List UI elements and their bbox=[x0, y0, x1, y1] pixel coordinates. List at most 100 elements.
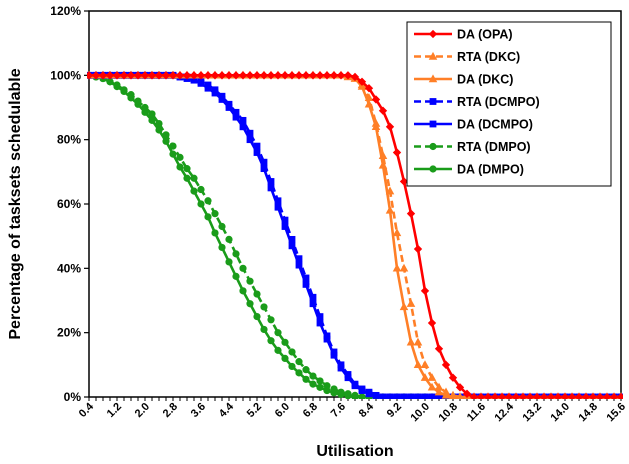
data-point bbox=[330, 385, 338, 393]
data-point bbox=[351, 380, 359, 388]
data-point bbox=[239, 264, 247, 272]
data-point bbox=[112, 71, 122, 80]
data-point bbox=[113, 81, 121, 89]
data-point bbox=[309, 372, 317, 380]
data-point bbox=[448, 390, 458, 399]
data-point bbox=[91, 71, 101, 80]
data-point bbox=[392, 263, 402, 272]
x-tick-label: 4.4 bbox=[217, 400, 237, 420]
data-point bbox=[357, 77, 367, 86]
data-point bbox=[448, 373, 458, 382]
data-point bbox=[518, 392, 528, 399]
legend-label: DA (DCMPO) bbox=[457, 118, 533, 132]
data-point bbox=[245, 71, 255, 80]
data-point bbox=[316, 377, 324, 385]
data-point bbox=[344, 390, 352, 398]
series-da-opa bbox=[87, 71, 623, 399]
data-point bbox=[567, 392, 577, 399]
legend-marker bbox=[429, 98, 437, 105]
data-point bbox=[595, 392, 605, 399]
legend-entry: RTA (DMPO) bbox=[414, 140, 531, 154]
data-point bbox=[323, 382, 331, 390]
data-point bbox=[399, 263, 409, 272]
data-point bbox=[155, 119, 163, 128]
data-point bbox=[246, 129, 254, 137]
data-point bbox=[218, 222, 226, 231]
data-point bbox=[525, 392, 535, 399]
data-point bbox=[421, 393, 429, 399]
data-point bbox=[210, 71, 220, 80]
data-point bbox=[406, 337, 416, 346]
x-tick-label: 10.8 bbox=[436, 401, 460, 425]
legend-marker bbox=[429, 142, 437, 151]
data-point bbox=[427, 382, 437, 391]
legend-label: RTA (DKC) bbox=[457, 50, 520, 64]
y-tick-label: 120% bbox=[50, 4, 81, 18]
data-point bbox=[302, 274, 310, 282]
x-axis-title: Utilisation bbox=[316, 443, 393, 460]
data-point bbox=[197, 200, 205, 208]
legend-marker bbox=[428, 51, 438, 60]
data-point bbox=[602, 392, 612, 399]
data-point bbox=[232, 108, 240, 116]
data-point bbox=[238, 71, 248, 80]
data-point bbox=[140, 71, 150, 80]
data-point bbox=[281, 338, 289, 346]
data-point bbox=[203, 71, 213, 80]
data-point bbox=[189, 71, 199, 80]
data-point bbox=[183, 174, 191, 182]
data-point bbox=[232, 250, 240, 258]
data-point bbox=[490, 392, 500, 399]
x-tick-label: 9.2 bbox=[385, 401, 404, 420]
data-point bbox=[407, 393, 415, 399]
y-tick-label: 80% bbox=[57, 133, 81, 147]
data-point bbox=[302, 366, 310, 374]
data-point bbox=[301, 71, 311, 80]
data-point bbox=[225, 235, 233, 243]
x-tick-label: 10.0 bbox=[408, 401, 432, 425]
data-point bbox=[322, 71, 332, 80]
data-point bbox=[309, 380, 317, 388]
data-point bbox=[204, 81, 212, 89]
data-point bbox=[351, 391, 359, 399]
legend-box bbox=[406, 21, 612, 187]
data-point bbox=[161, 71, 171, 80]
data-point bbox=[239, 287, 247, 295]
data-point bbox=[141, 103, 149, 112]
x-tick-label: 3.6 bbox=[189, 401, 208, 420]
data-point bbox=[378, 151, 388, 159]
data-point bbox=[287, 71, 297, 80]
data-point bbox=[225, 258, 233, 266]
legend-entry: DA (OPA) bbox=[414, 28, 513, 42]
y-tick-label: 40% bbox=[57, 261, 81, 275]
x-tick-label: 6.0 bbox=[273, 401, 292, 420]
data-point bbox=[406, 209, 416, 218]
data-point bbox=[175, 71, 185, 80]
data-point bbox=[469, 392, 479, 399]
data-point bbox=[532, 392, 542, 399]
data-point bbox=[295, 255, 303, 263]
data-point bbox=[302, 375, 310, 383]
data-point bbox=[386, 393, 394, 399]
data-point bbox=[560, 392, 570, 399]
data-point bbox=[358, 385, 366, 393]
data-point bbox=[456, 392, 464, 399]
legend-marker bbox=[428, 74, 438, 83]
data-point bbox=[281, 354, 289, 362]
data-point bbox=[497, 392, 507, 399]
data-point bbox=[273, 71, 283, 80]
data-point bbox=[288, 348, 296, 356]
data-point bbox=[400, 393, 408, 399]
data-point bbox=[266, 71, 276, 80]
legend-label: RTA (DMPO) bbox=[457, 140, 531, 154]
data-point bbox=[253, 312, 261, 321]
data-point bbox=[127, 91, 135, 99]
data-point bbox=[413, 244, 423, 254]
data-point bbox=[553, 392, 563, 399]
x-tick-label: 7.6 bbox=[329, 401, 348, 420]
data-point bbox=[267, 337, 275, 345]
data-point bbox=[253, 290, 261, 298]
data-point bbox=[246, 277, 254, 285]
data-point bbox=[288, 235, 296, 243]
x-tick-label: 2.0 bbox=[133, 401, 152, 420]
